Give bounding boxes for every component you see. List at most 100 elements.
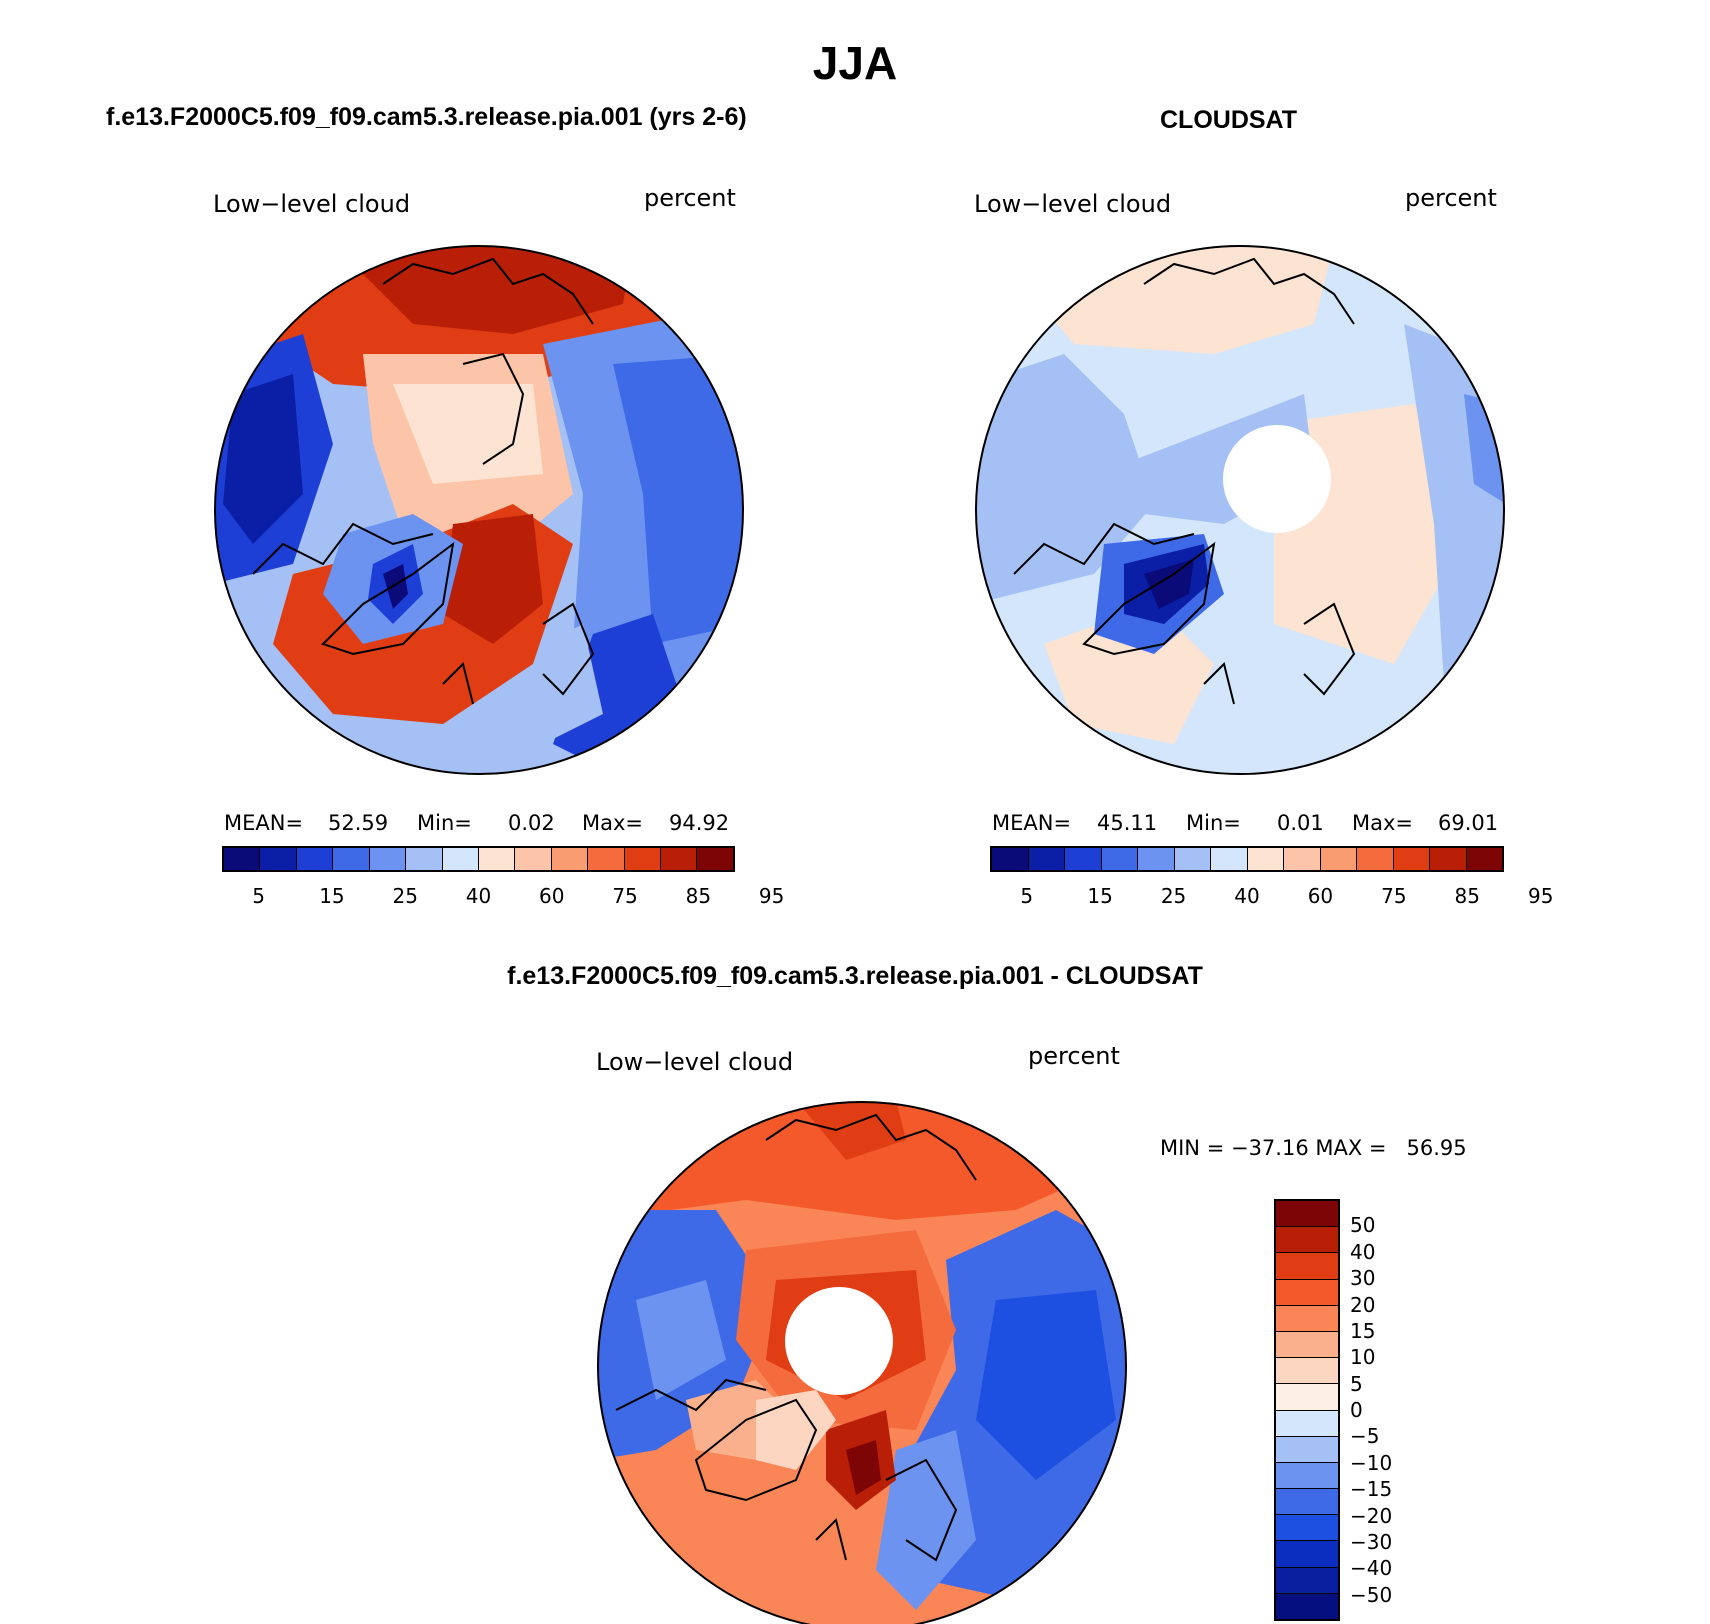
model-variable-label: Low−level cloud <box>213 190 411 218</box>
obs-colorbar-swatch <box>1320 848 1357 870</box>
diff-colorbar-swatch <box>1276 1541 1338 1568</box>
model-mean-value: 52.59 <box>328 811 389 835</box>
model-colorbar-swatch <box>406 848 443 870</box>
model-colorbar-swatch <box>478 848 516 870</box>
model-colorbar-swatch <box>661 848 698 870</box>
model-colorbar-swatch <box>296 848 334 870</box>
diff-colorbar-tick-label: 50 <box>1350 1213 1376 1238</box>
obs-colorbar-swatch <box>1430 848 1467 870</box>
obs-colorbar-swatch <box>1101 848 1138 870</box>
diff-colorbar-swatch <box>1276 1436 1338 1463</box>
obs-min-label: Min= <box>1186 811 1241 835</box>
diff-polar-map <box>597 1101 1127 1624</box>
obs-polar-map <box>975 245 1505 775</box>
model-colorbar <box>222 846 735 872</box>
model-colorbar-tick-label: 95 <box>758 884 785 908</box>
diff-units-label: percent <box>1028 1042 1120 1070</box>
diff-panel-title: f.e13.F2000C5.f09_f09.cam5.3.release.pia… <box>507 962 1203 990</box>
obs-max-value: 69.01 <box>1438 811 1499 835</box>
obs-colorbar-tick-label: 40 <box>1234 884 1260 908</box>
obs-max-label: Max= <box>1352 811 1414 835</box>
model-colorbar-swatch <box>624 848 662 870</box>
obs-colorbar-swatch <box>1138 848 1175 870</box>
obs-colorbar-swatch <box>992 848 1029 870</box>
diff-colorbar-ticks: 50 40 30 20 15 10 5 0 −5 −10 −15 −20 −30 −40 −50 <box>1350 1199 1410 1621</box>
diff-colorbar-swatch <box>1276 1593 1338 1619</box>
model-colorbar-swatch <box>515 848 552 870</box>
diff-colorbar-swatch <box>1276 1515 1338 1542</box>
diff-colorbar-tick-label: −15 <box>1350 1477 1393 1502</box>
obs-colorbar-tick-label: 60 <box>1307 884 1334 908</box>
model-colorbar-swatch <box>442 848 479 870</box>
obs-panel-title: CLOUDSAT <box>1160 106 1298 134</box>
model-colorbar-tick-label: 85 <box>685 884 712 908</box>
figure-title: JJA <box>812 37 898 89</box>
diff-colorbar-swatch <box>1276 1358 1338 1385</box>
model-max-label: Max= <box>582 811 644 835</box>
model-min-label: Min= <box>417 811 472 835</box>
model-mean-label: MEAN= <box>224 811 304 835</box>
diff-colorbar-tick-label: −20 <box>1350 1503 1393 1528</box>
diff-colorbar-tick-label: 0 <box>1350 1398 1363 1422</box>
obs-colorbar <box>990 846 1504 872</box>
diff-colorbar-tick-label: 15 <box>1350 1318 1376 1343</box>
diff-colorbar-tick-label: 5 <box>1350 1371 1363 1396</box>
obs-colorbar-swatch <box>1466 848 1502 870</box>
diff-colorbar <box>1274 1199 1340 1621</box>
obs-variable-label: Low−level cloud <box>974 190 1172 218</box>
diff-colorbar-swatch <box>1276 1489 1338 1516</box>
obs-mean-label: MEAN= <box>992 811 1072 835</box>
model-colorbar-tick-label: 25 <box>392 884 418 908</box>
obs-colorbar-ticks: 5 15 25 40 60 75 85 95 <box>990 884 1553 910</box>
model-colorbar-ticks: 5 15 25 40 60 75 85 95 <box>222 884 784 910</box>
obs-colorbar-swatch <box>1211 848 1248 870</box>
diff-colorbar-swatch <box>1276 1227 1338 1254</box>
diff-colorbar-tick-label: −5 <box>1350 1424 1380 1449</box>
obs-colorbar-swatch <box>1393 848 1430 870</box>
diff-colorbar-tick-label: −30 <box>1350 1529 1393 1554</box>
obs-mean-value: 45.11 <box>1097 811 1158 835</box>
diff-colorbar-swatch <box>1276 1279 1338 1306</box>
model-colorbar-tick-label: 5 <box>252 884 266 908</box>
model-colorbar-tick-label: 15 <box>319 884 345 908</box>
model-colorbar-swatch <box>260 848 297 870</box>
model-polar-map <box>214 245 744 775</box>
model-min-value: 0.02 <box>508 811 555 835</box>
diff-colorbar-tick-label: −10 <box>1350 1450 1393 1475</box>
model-colorbar-swatch <box>697 848 733 870</box>
obs-colorbar-tick-label: 85 <box>1454 884 1481 908</box>
obs-colorbar-swatch <box>1174 848 1211 870</box>
obs-colorbar-tick-label: 95 <box>1527 884 1554 908</box>
model-panel-title: f.e13.F2000C5.f09_f09.cam5.3.release.pia… <box>106 103 747 131</box>
diff-colorbar-swatch <box>1276 1331 1338 1359</box>
obs-colorbar-swatch <box>1065 848 1102 870</box>
diff-colorbar-swatch <box>1276 1462 1338 1490</box>
model-colorbar-tick-label: 60 <box>539 884 565 908</box>
diff-colorbar-tick-label: 10 <box>1350 1345 1376 1370</box>
diff-colorbar-swatch <box>1276 1305 1338 1332</box>
obs-colorbar-swatch <box>1247 848 1284 870</box>
obs-colorbar-swatch <box>1028 848 1065 870</box>
diff-variable-label: Low−level cloud <box>596 1048 794 1076</box>
diff-colorbar-tick-label: −40 <box>1350 1556 1393 1581</box>
obs-colorbar-tick-label: 75 <box>1381 884 1407 908</box>
model-colorbar-swatch <box>588 848 625 870</box>
obs-colorbar-tick-label: 25 <box>1160 884 1187 908</box>
model-units-label: percent <box>644 184 736 212</box>
model-colorbar-swatch <box>369 848 407 870</box>
model-max-value: 94.92 <box>669 811 730 835</box>
diff-colorbar-swatch <box>1276 1201 1338 1228</box>
diff-colorbar-swatch <box>1276 1253 1338 1280</box>
obs-min-value: 0.01 <box>1277 811 1324 835</box>
obs-units-label: percent <box>1405 184 1497 212</box>
diff-colorbar-tick-label: 20 <box>1350 1292 1376 1317</box>
obs-colorbar-swatch <box>1284 848 1321 870</box>
diff-colorbar-tick-label: 40 <box>1350 1239 1376 1264</box>
diff-colorbar-swatch <box>1276 1567 1338 1594</box>
obs-colorbar-tick-label: 15 <box>1087 884 1113 908</box>
diff-colorbar-swatch <box>1276 1410 1338 1437</box>
model-colorbar-tick-label: 40 <box>465 884 492 908</box>
model-colorbar-tick-label: 75 <box>612 884 638 908</box>
model-colorbar-swatch <box>551 848 589 870</box>
diff-colorbar-tick-label: 30 <box>1350 1266 1376 1291</box>
